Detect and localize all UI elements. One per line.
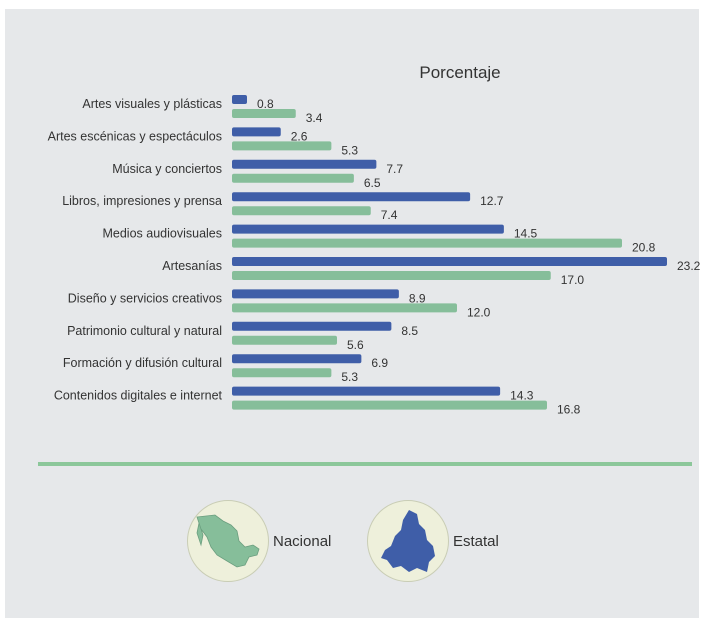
data-label: 3.4 [306, 111, 323, 125]
data-label: 8.9 [409, 291, 426, 305]
mexico-map-icon [196, 514, 260, 568]
category-label: Artes visuales y plásticas [82, 97, 222, 111]
bar-estatal [232, 321, 392, 331]
category-label: Medios audiovisuales [102, 227, 222, 241]
data-label: 12.7 [480, 194, 504, 208]
data-label: 5.3 [341, 370, 358, 384]
data-label: 5.3 [341, 143, 358, 157]
data-label: 8.5 [401, 324, 418, 338]
category-label: Contenidos digitales e internet [54, 389, 223, 403]
bar-estatal [232, 386, 501, 396]
data-label: 6.9 [371, 356, 388, 370]
data-label: 2.6 [291, 129, 308, 143]
bar-estatal [232, 224, 504, 234]
chart-panel [5, 9, 699, 618]
bar-nacional [232, 238, 622, 248]
category-label: Música y conciertos [112, 162, 222, 176]
bar-nacional [232, 303, 457, 313]
legend-label-nacional: Nacional [273, 532, 332, 550]
bar-estatal [232, 192, 471, 202]
bar-estatal [232, 289, 399, 299]
data-label: 0.8 [257, 97, 274, 111]
data-label: 23.2 [677, 259, 701, 273]
legend-item-nacional: Nacional [187, 500, 331, 582]
bar-nacional [232, 109, 296, 118]
data-label: 17.0 [561, 273, 585, 287]
bar-nacional [232, 173, 354, 183]
chart-title: Porcentaje [419, 63, 500, 82]
bar-estatal [232, 95, 247, 104]
category-label: Patrimonio cultural y natural [67, 324, 222, 338]
category-label: Formación y difusión cultural [63, 356, 222, 370]
data-label: 14.3 [510, 389, 534, 403]
category-label: Diseño y servicios creativos [68, 291, 222, 305]
legend-circle-nacional [187, 500, 269, 582]
divider-line [38, 462, 692, 466]
category-label: Libros, impresiones y prensa [62, 194, 222, 208]
state-map-icon [381, 510, 435, 572]
data-label: 6.5 [364, 176, 381, 190]
bar-nacional [232, 271, 551, 280]
data-label: 16.8 [557, 403, 581, 417]
data-label: 7.4 [381, 208, 398, 222]
category-label: Artes escénicas y espectáculos [48, 129, 222, 143]
bar-estatal [232, 127, 281, 137]
data-label: 5.6 [347, 338, 364, 352]
data-label: 12.0 [467, 305, 491, 319]
legend-item-estatal: Estatal [367, 500, 499, 582]
data-label: 20.8 [632, 241, 656, 255]
bar-nacional [232, 368, 332, 378]
legend-label-estatal: Estatal [453, 532, 499, 550]
bar-nacional [232, 335, 337, 345]
legend-circle-estatal [367, 500, 449, 582]
bar-nacional [232, 400, 547, 410]
data-label: 7.7 [386, 162, 403, 176]
bar-estatal [232, 354, 362, 364]
bar-estatal [232, 159, 377, 169]
category-label: Artesanías [162, 259, 222, 273]
data-label: 14.5 [514, 227, 538, 241]
bar-estatal [232, 257, 667, 266]
bar-nacional [232, 206, 371, 216]
bar-nacional [232, 141, 332, 151]
